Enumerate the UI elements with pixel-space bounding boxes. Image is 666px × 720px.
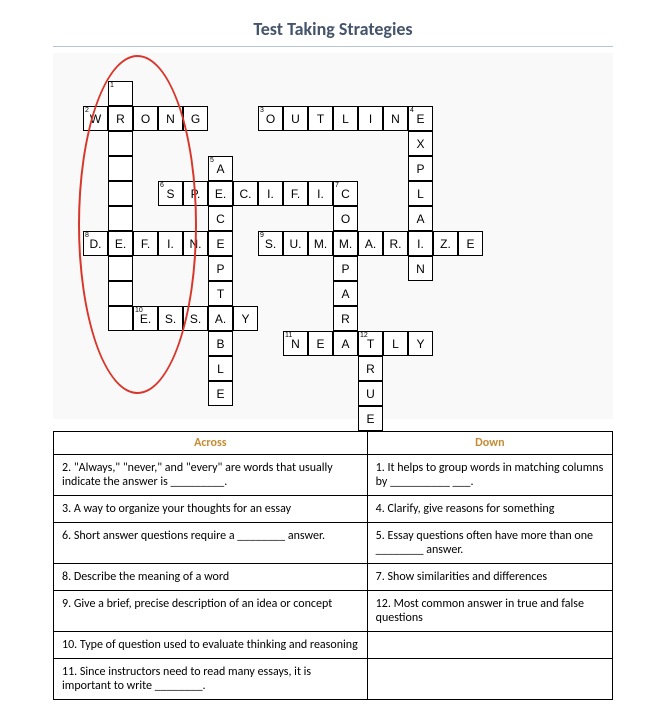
across-clue: 10. Type of question used to evaluate th…	[54, 632, 368, 659]
crossword-cell: C7	[333, 181, 358, 206]
crossword-cell: I.	[308, 181, 333, 206]
crossword-cell: I.	[158, 231, 183, 256]
crossword-cell: I.	[258, 181, 283, 206]
crossword-cell	[108, 131, 133, 156]
crossword-grid: 1W2RONGO3UTLINE4XA5PS6P.E.C.I.F.I.C7LCOA…	[53, 71, 613, 411]
crossword-cell: N	[158, 106, 183, 131]
crossword-cell: R.	[383, 231, 408, 256]
crossword-cell: P	[208, 256, 233, 281]
crossword-cell: I	[358, 106, 383, 131]
across-clue: 11. Since instructors need to read many …	[54, 659, 368, 700]
crossword-cell: E	[458, 231, 483, 256]
crossword-cell: S.	[158, 306, 183, 331]
across-clue: 3. A way to organize your thoughts for a…	[54, 496, 368, 523]
clues-panel: Across Down 2. "Always," "never," and "e…	[53, 431, 613, 700]
crossword-cell: R	[358, 356, 383, 381]
crossword-cell	[108, 306, 133, 331]
down-clue: 12. Most common answer in true and false…	[367, 591, 612, 632]
crossword-cell: L	[333, 106, 358, 131]
crossword-cell: I.	[408, 231, 433, 256]
crossword-cell: P.	[183, 181, 208, 206]
crossword-cell: A	[408, 206, 433, 231]
crossword-cell: Y	[408, 331, 433, 356]
across-header: Across	[54, 432, 368, 455]
crossword-cell: Z.	[433, 231, 458, 256]
crossword-cell: P	[408, 156, 433, 181]
crossword-cell	[108, 256, 133, 281]
crossword-cell: F.	[283, 181, 308, 206]
crossword-cell: O	[133, 106, 158, 131]
down-clue: 7. Show similarities and differences	[367, 564, 612, 591]
crossword-cell: A	[333, 281, 358, 306]
crossword-cell: N11	[283, 331, 308, 356]
crossword-cell: U.	[283, 231, 308, 256]
crossword-cell: E	[208, 231, 233, 256]
crossword-cell: A.	[358, 231, 383, 256]
crossword-cell	[108, 281, 133, 306]
down-header: Down	[367, 432, 612, 455]
crossword-cell: L	[408, 181, 433, 206]
down-clue: 1. It helps to group words in matching c…	[367, 455, 612, 496]
crossword-cell: E.	[208, 181, 233, 206]
down-clue	[367, 659, 612, 700]
crossword-cell: S6	[158, 181, 183, 206]
crossword-cell: X	[408, 131, 433, 156]
across-clue: 8. Describe the meaning of a word	[54, 564, 368, 591]
crossword-cell: T12	[358, 331, 383, 356]
crossword-cell: N	[383, 106, 408, 131]
crossword-cell: U	[358, 381, 383, 406]
crossword-cell: M.	[308, 231, 333, 256]
crossword-cell: M.	[333, 231, 358, 256]
crossword-cell: E.10	[133, 306, 158, 331]
crossword-cell	[108, 181, 133, 206]
crossword-cell: T	[208, 281, 233, 306]
crossword-cell: 1	[108, 81, 133, 106]
crossword-cell: N	[408, 256, 433, 281]
crossword-cell: E	[308, 331, 333, 356]
across-clue: 9. Give a brief, precise description of …	[54, 591, 368, 632]
crossword-cell: E	[208, 381, 233, 406]
crossword-cell: S.9	[258, 231, 283, 256]
crossword-cell: B	[208, 331, 233, 356]
down-clue: 4. Clarify, give reasons for something	[367, 496, 612, 523]
crossword-cell: T	[308, 106, 333, 131]
crossword-cell: R	[108, 106, 133, 131]
down-clue: 5. Essay questions often have more than …	[367, 523, 612, 564]
crossword-cell: A	[333, 331, 358, 356]
crossword-cell: E.	[108, 231, 133, 256]
down-clue	[367, 632, 612, 659]
crossword-cell: L	[208, 356, 233, 381]
clues-table: Across Down 2. "Always," "never," and "e…	[53, 431, 613, 700]
crossword-cell: E	[358, 406, 383, 431]
across-clue: 6. Short answer questions require a ____…	[54, 523, 368, 564]
crossword-cell: E4	[408, 106, 433, 131]
crossword-cell: A5	[208, 156, 233, 181]
crossword-cell: O	[333, 206, 358, 231]
crossword-cell: F.	[133, 231, 158, 256]
crossword-cell	[108, 206, 133, 231]
crossword-cell: R	[333, 306, 358, 331]
crossword-cell: A.	[208, 306, 233, 331]
crossword-cell: L	[383, 331, 408, 356]
crossword-cell: P	[333, 256, 358, 281]
crossword-cell: G	[183, 106, 208, 131]
crossword-cell: Y	[233, 306, 258, 331]
crossword-panel: 1W2RONGO3UTLINE4XA5PS6P.E.C.I.F.I.C7LCOA…	[53, 53, 613, 419]
crossword-cell: C.	[233, 181, 258, 206]
crossword-cell: S.	[183, 306, 208, 331]
crossword-cell: W2	[83, 106, 108, 131]
across-clue: 2. "Always," "never," and "every" are wo…	[54, 455, 368, 496]
crossword-cell: U	[283, 106, 308, 131]
page-title: Test Taking Strategies	[0, 0, 666, 53]
crossword-cell: O3	[258, 106, 283, 131]
crossword-cell: C	[208, 206, 233, 231]
crossword-cell: D.8	[83, 231, 108, 256]
crossword-cell	[108, 156, 133, 181]
crossword-cell: N.	[183, 231, 208, 256]
